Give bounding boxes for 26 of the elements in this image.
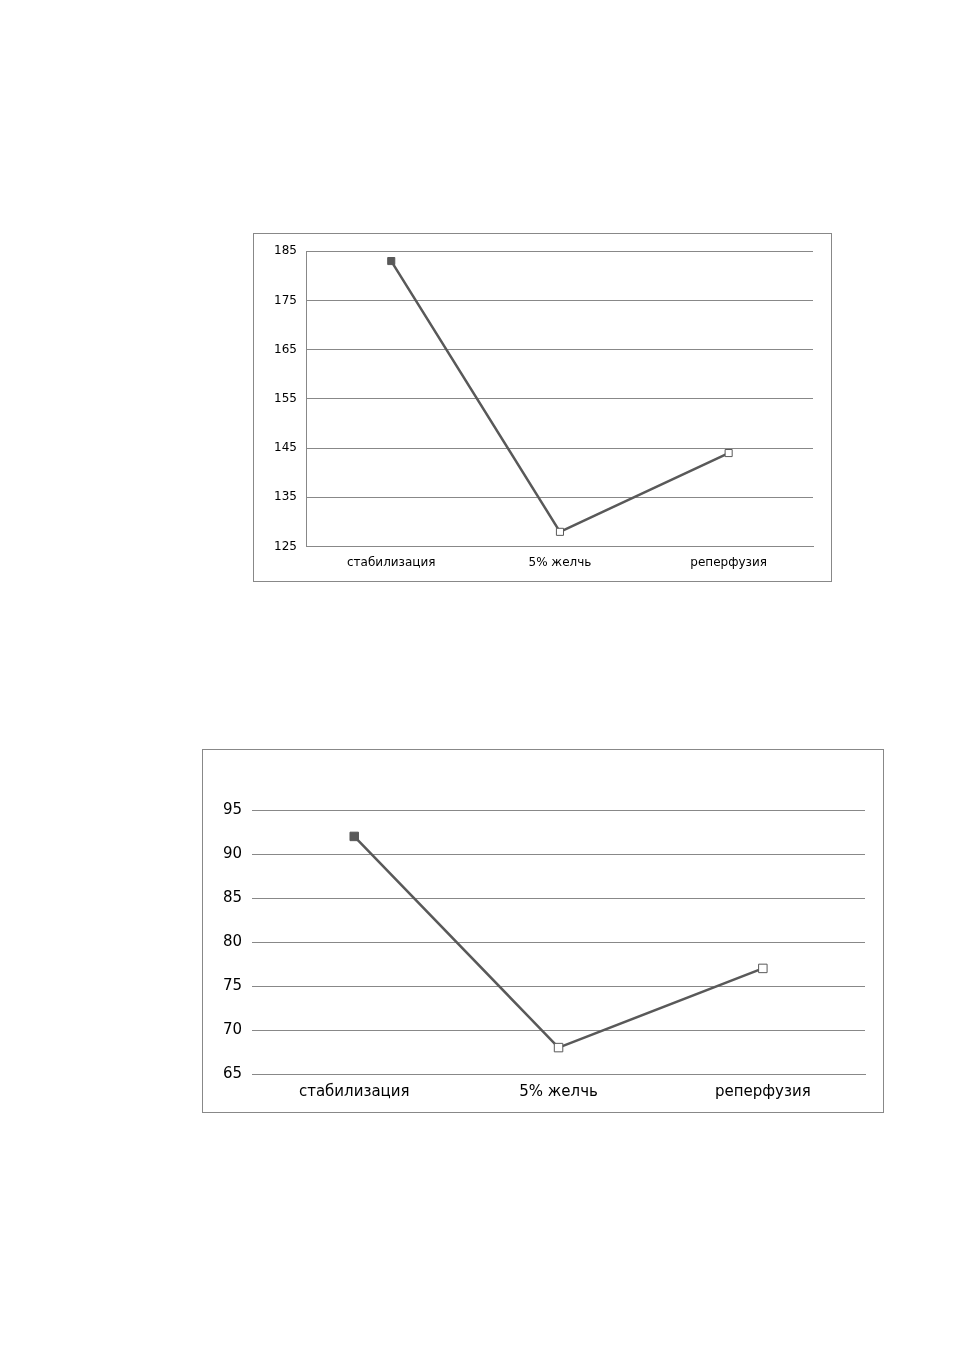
x-tick-label: реперфузия [714,1081,811,1100]
point [758,963,768,974]
y-tick-label: 135 [274,489,297,504]
point [349,831,359,842]
x-tick-label: 5% желчь [528,554,592,569]
y-tick-label: 185 [274,243,297,258]
y-tick-label: 165 [274,341,297,356]
y-tick-label: 155 [274,391,297,406]
point [387,257,396,266]
y-tick-label: 125 [274,538,297,553]
x-tick-label: стабилизация [346,554,436,569]
y-tick-label: 145 [274,440,297,455]
y-tick-label: 65 [222,1063,243,1082]
y-tick-label: 85 [222,887,243,906]
point [724,449,733,458]
y-tick-label: 70 [222,1019,243,1038]
y-tick-label: 175 [274,292,297,307]
y-tick-label: 95 [222,799,243,818]
y-tick-label: 75 [222,975,243,994]
x-tick-label: 5% желчь [519,1081,598,1100]
x-tick-label: стабилизация [298,1081,410,1100]
y-tick-label: 80 [222,931,243,950]
y-tick-label: 90 [222,843,243,862]
x-tick-label: реперфузия [690,554,767,569]
point [553,1042,564,1053]
point [555,527,564,536]
